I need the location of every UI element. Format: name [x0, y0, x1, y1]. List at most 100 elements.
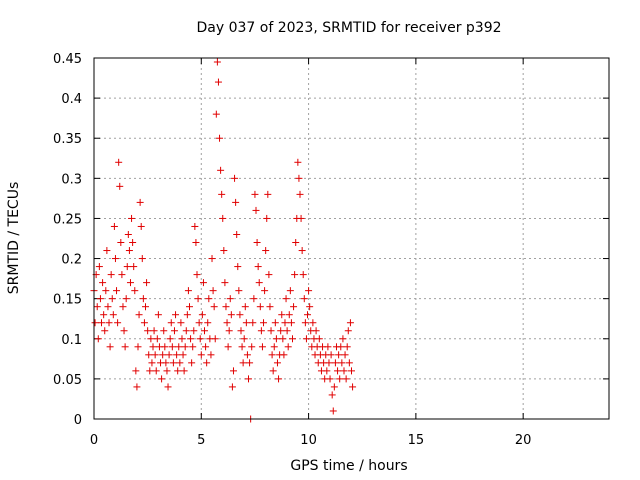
data-point — [229, 367, 237, 375]
data-point — [150, 327, 158, 335]
data-point — [234, 263, 242, 271]
data-point — [123, 263, 131, 271]
data-point — [128, 214, 136, 222]
data-point — [208, 255, 216, 263]
data-point — [214, 78, 222, 86]
data-point — [107, 271, 115, 279]
data-point — [193, 271, 201, 279]
data-point — [222, 303, 230, 311]
data-point — [126, 279, 134, 287]
data-point — [96, 295, 104, 303]
data-point — [257, 327, 265, 335]
data-point — [251, 190, 259, 198]
data-point — [135, 311, 143, 319]
data-point — [160, 327, 168, 335]
data-point — [102, 287, 110, 295]
data-point — [271, 319, 279, 327]
data-point — [296, 190, 304, 198]
y-tick-label: 0.1 — [61, 333, 82, 348]
data-point — [108, 295, 116, 303]
data-point — [184, 287, 192, 295]
data-point — [295, 174, 303, 182]
data-point — [172, 311, 180, 319]
data-point — [203, 359, 211, 367]
data-point — [104, 303, 112, 311]
data-point — [110, 222, 118, 230]
data-point — [283, 327, 291, 335]
x-axis: 0 5 10 15 20 — [90, 58, 531, 448]
x-tick-label: 15 — [408, 433, 425, 448]
x-tick-label: 5 — [197, 433, 205, 448]
y-tick-label: 0.25 — [53, 212, 82, 227]
data-point — [219, 214, 227, 222]
data-point — [153, 335, 161, 343]
data-point — [205, 295, 213, 303]
data-point — [181, 343, 189, 351]
data-point — [182, 327, 190, 335]
data-point — [217, 166, 225, 174]
data-point — [249, 319, 257, 327]
data-point — [236, 311, 244, 319]
data-point — [162, 359, 170, 367]
data-point — [189, 343, 197, 351]
data-point — [197, 351, 205, 359]
data-point — [168, 343, 176, 351]
data-point — [264, 190, 272, 198]
data-point — [256, 303, 264, 311]
data-point — [218, 190, 226, 198]
data-point — [131, 287, 139, 295]
data-point — [105, 319, 113, 327]
data-point — [91, 319, 99, 327]
data-point — [202, 343, 210, 351]
data-point — [336, 375, 344, 383]
data-point — [220, 247, 228, 255]
data-point — [279, 335, 287, 343]
data-point — [93, 303, 101, 311]
x-axis-label: GPS time / hours — [290, 458, 407, 474]
data-point — [114, 319, 122, 327]
data-point — [246, 359, 254, 367]
data-point — [154, 311, 162, 319]
data-point — [118, 271, 126, 279]
data-point — [176, 359, 184, 367]
data-point — [261, 287, 269, 295]
data-point — [309, 319, 317, 327]
data-point — [329, 407, 337, 415]
data-point — [263, 214, 271, 222]
data-point — [231, 174, 239, 182]
y-tick-label: 0.3 — [61, 172, 82, 187]
data-points — [90, 58, 357, 423]
data-point — [101, 327, 109, 335]
data-point — [210, 303, 218, 311]
data-point — [331, 359, 339, 367]
data-point — [106, 343, 114, 351]
data-point — [325, 359, 333, 367]
data-point — [275, 375, 283, 383]
data-point — [201, 327, 209, 335]
data-point — [345, 359, 353, 367]
data-point — [177, 319, 185, 327]
data-point — [194, 295, 202, 303]
data-point — [183, 311, 191, 319]
data-point — [195, 319, 203, 327]
y-tick-label: 0.35 — [53, 132, 82, 147]
data-point — [348, 367, 355, 375]
data-point — [129, 239, 137, 247]
data-point — [341, 351, 349, 359]
data-point — [226, 295, 234, 303]
data-point — [304, 311, 312, 319]
data-point — [228, 383, 236, 391]
data-point — [346, 319, 354, 327]
data-point — [225, 327, 233, 335]
data-point — [326, 375, 334, 383]
data-point — [328, 391, 336, 399]
data-point — [282, 295, 290, 303]
data-point — [267, 327, 275, 335]
data-point — [145, 351, 153, 359]
data-point — [134, 343, 142, 351]
y-axis: 0 0.05 0.1 0.15 0.2 0.25 0.3 0.35 0.4 0.45 — [53, 52, 609, 428]
data-point — [120, 327, 128, 335]
data-point — [98, 319, 106, 327]
data-point — [122, 295, 130, 303]
